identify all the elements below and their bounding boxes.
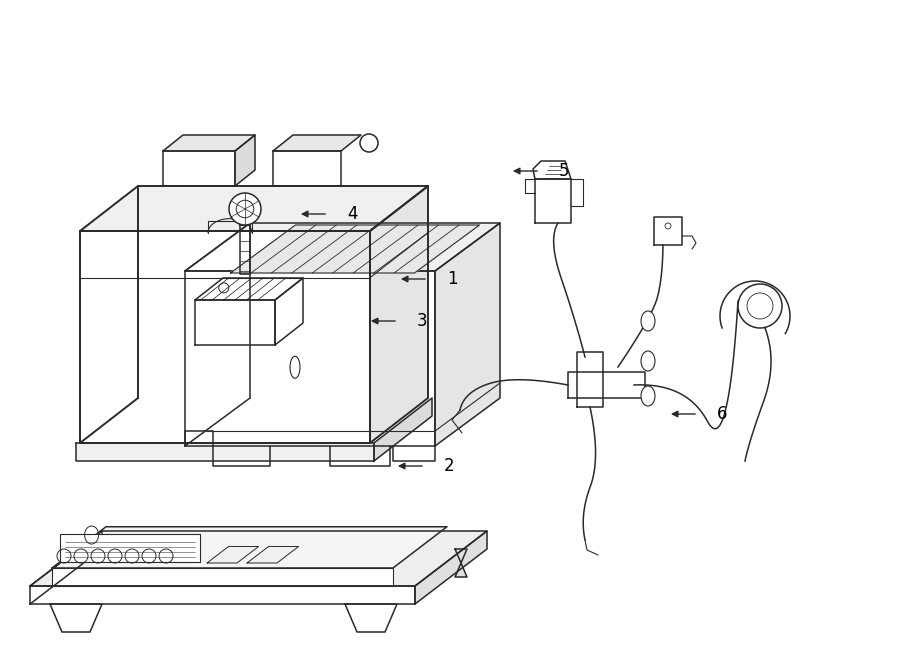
Polygon shape	[654, 217, 682, 245]
Polygon shape	[30, 586, 415, 604]
Text: 4: 4	[347, 205, 357, 223]
Polygon shape	[50, 604, 102, 632]
Polygon shape	[30, 531, 487, 586]
Polygon shape	[163, 151, 235, 186]
Polygon shape	[568, 371, 645, 398]
Polygon shape	[207, 547, 258, 563]
Polygon shape	[275, 278, 303, 345]
Polygon shape	[60, 534, 200, 562]
Polygon shape	[577, 352, 603, 407]
Polygon shape	[533, 161, 571, 179]
Polygon shape	[435, 223, 500, 446]
Text: 2: 2	[444, 457, 454, 475]
Ellipse shape	[641, 351, 655, 371]
Circle shape	[360, 134, 378, 152]
Polygon shape	[370, 186, 428, 443]
Polygon shape	[374, 398, 432, 461]
Circle shape	[229, 193, 261, 225]
Text: 3: 3	[417, 312, 428, 330]
Text: 6: 6	[717, 405, 727, 423]
Polygon shape	[52, 568, 393, 586]
Polygon shape	[52, 527, 447, 568]
Polygon shape	[76, 443, 374, 461]
Polygon shape	[273, 135, 361, 151]
Text: 1: 1	[447, 270, 457, 288]
Ellipse shape	[641, 386, 655, 406]
Ellipse shape	[641, 311, 655, 331]
Polygon shape	[535, 179, 571, 223]
Circle shape	[738, 284, 782, 328]
Polygon shape	[80, 231, 370, 443]
Polygon shape	[195, 278, 303, 300]
Polygon shape	[185, 271, 435, 446]
Polygon shape	[235, 135, 255, 186]
Polygon shape	[185, 223, 500, 271]
Polygon shape	[195, 300, 275, 345]
Polygon shape	[273, 151, 341, 186]
Polygon shape	[163, 135, 255, 151]
Polygon shape	[455, 549, 467, 577]
Polygon shape	[247, 547, 299, 563]
Text: 5: 5	[559, 162, 570, 180]
Polygon shape	[240, 225, 250, 274]
Polygon shape	[345, 604, 397, 632]
Polygon shape	[415, 531, 487, 604]
Polygon shape	[230, 225, 480, 273]
Polygon shape	[80, 186, 428, 231]
